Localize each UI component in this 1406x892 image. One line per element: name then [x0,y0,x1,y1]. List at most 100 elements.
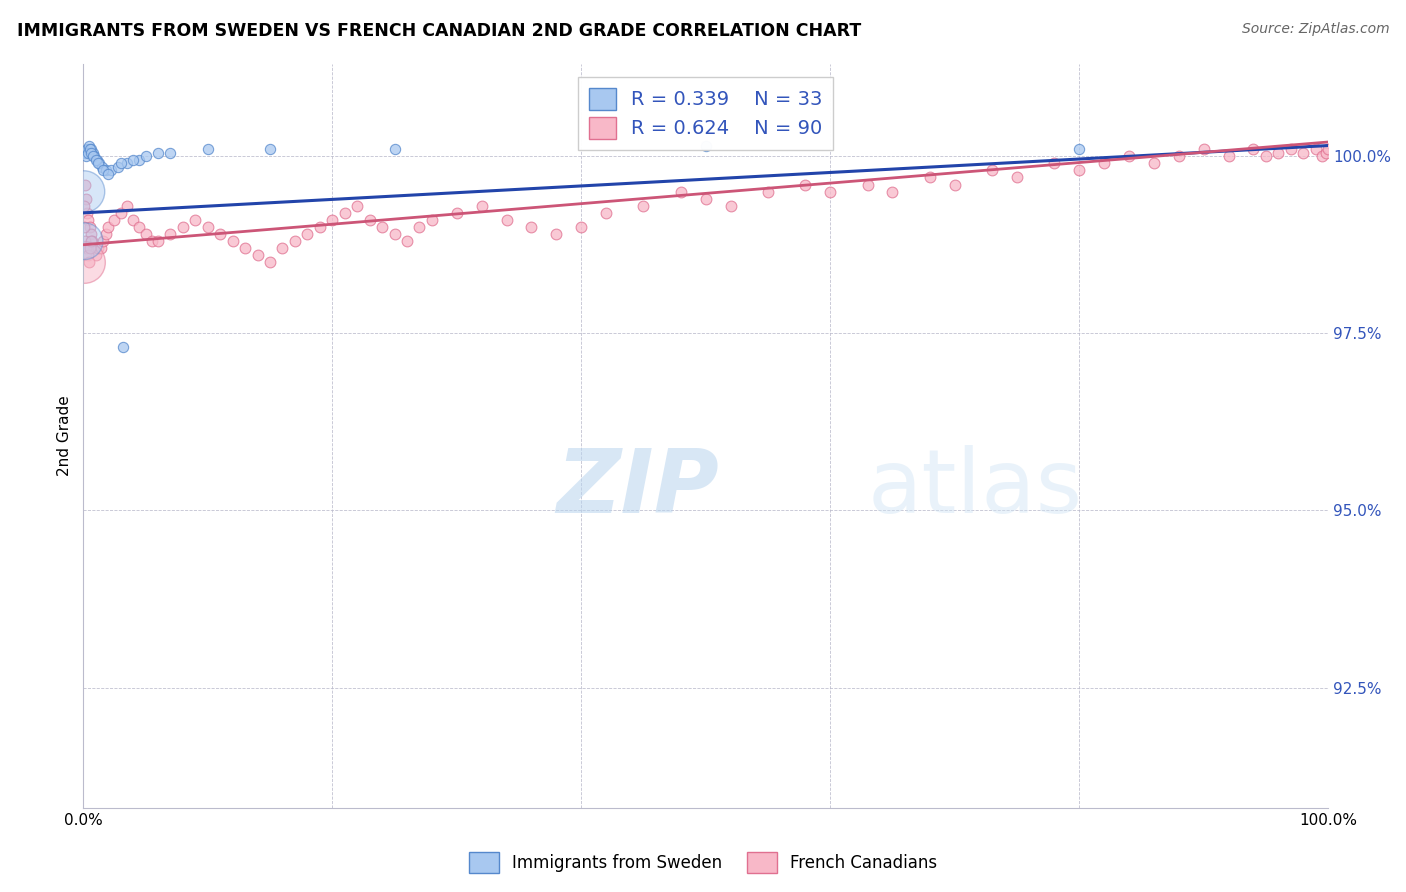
Point [1315,145,1337,160]
Point [112,341,135,355]
Point [76,206,98,220]
Point [159,227,181,241]
Point [297,227,319,241]
Point [80,227,103,241]
Point [633,199,655,213]
Point [408,220,430,235]
Point [720,199,742,213]
Point [75,234,97,248]
Point [89,156,111,170]
Point [794,178,817,192]
Point [569,220,592,235]
Point [80,234,103,248]
Point [115,156,138,170]
Point [83,149,105,163]
Point [122,213,145,227]
Point [73,185,96,199]
Point [1292,145,1315,160]
Point [90,241,112,255]
Point [918,170,941,185]
Point [259,255,281,269]
Point [146,234,169,248]
Y-axis label: 2nd Grade: 2nd Grade [58,396,72,476]
Point [695,138,717,153]
Point [184,213,207,227]
Point [82,149,104,163]
Point [75,241,97,255]
Point [371,220,394,235]
Point [197,142,219,156]
Point [91,160,114,174]
Point [91,163,114,178]
Legend: R = 0.339    N = 33, R = 0.624    N = 90: R = 0.339 N = 33, R = 0.624 N = 90 [578,77,832,150]
Point [77,255,100,269]
Point [87,156,110,170]
Point [82,241,104,255]
Point [110,156,132,170]
Point [76,248,98,262]
Point [79,220,101,235]
Point [75,149,97,163]
Point [79,241,101,255]
Point [146,145,169,160]
Point [233,241,256,255]
Point [1267,145,1289,160]
Legend: Immigrants from Sweden, French Canadians: Immigrants from Sweden, French Canadians [463,846,943,880]
Point [1005,170,1028,185]
Point [83,241,105,255]
Text: ZIP: ZIP [557,444,718,532]
Point [209,227,232,241]
Point [128,220,150,235]
Point [856,178,879,192]
Point [1241,142,1264,156]
Point [346,199,368,213]
Point [471,199,494,213]
Point [595,206,617,220]
Point [1279,142,1302,156]
Point [75,192,97,206]
Point [1254,149,1277,163]
Point [73,234,96,248]
Point [128,153,150,167]
Point [981,163,1004,178]
Point [333,206,356,220]
Point [446,206,468,220]
Point [1167,149,1189,163]
Point [1192,142,1215,156]
Point [520,220,543,235]
Point [395,234,418,248]
Point [159,145,181,160]
Point [695,192,717,206]
Point [882,185,904,199]
Point [1310,149,1333,163]
Point [135,149,157,163]
Point [94,227,117,241]
Point [246,248,269,262]
Point [84,248,107,262]
Text: atlas: atlas [868,444,1083,532]
Point [818,185,841,199]
Point [384,142,406,156]
Point [97,220,120,235]
Point [495,213,517,227]
Point [1317,142,1340,156]
Point [1092,156,1115,170]
Point [91,234,114,248]
Point [1305,142,1327,156]
Point [77,138,100,153]
Point [321,213,343,227]
Point [110,206,132,220]
Point [75,145,97,160]
Point [115,199,138,213]
Point [86,153,108,167]
Point [100,163,122,178]
Point [84,153,107,167]
Point [359,213,381,227]
Point [1069,163,1091,178]
Point [1043,156,1066,170]
Point [1218,149,1240,163]
Point [77,213,100,227]
Point [172,220,194,235]
Point [107,160,129,174]
Point [221,234,243,248]
